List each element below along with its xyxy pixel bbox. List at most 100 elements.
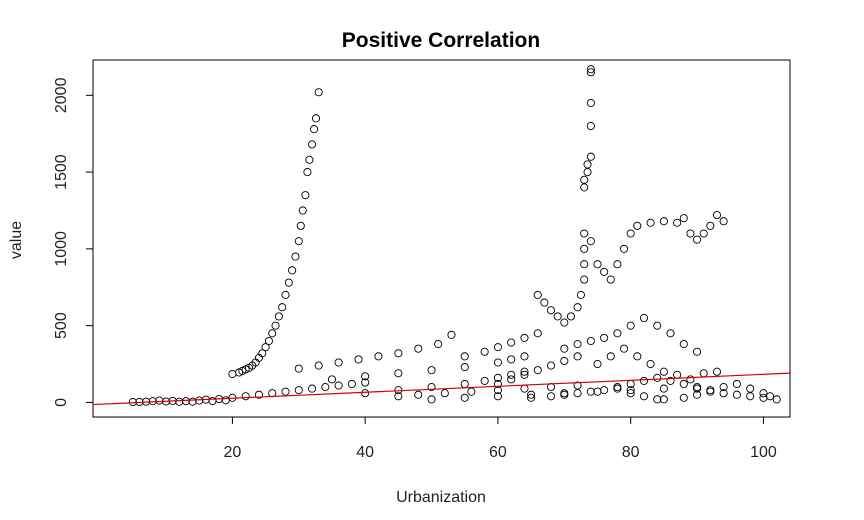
data-point [586, 65, 595, 74]
data-point [666, 376, 675, 385]
y-tick-label: 1500 [53, 154, 70, 190]
data-point [560, 390, 569, 399]
data-point [493, 343, 502, 352]
data-point [560, 389, 569, 398]
data-point [573, 352, 582, 361]
y-tick-label: 2000 [53, 77, 70, 113]
data-point [659, 367, 668, 376]
data-point [268, 329, 277, 338]
data-point [586, 121, 595, 131]
data-point [268, 389, 277, 398]
data-point [606, 275, 615, 284]
data-point [493, 379, 502, 389]
data-point [732, 379, 741, 389]
x-tick-label: 60 [489, 444, 507, 461]
data-point [434, 340, 443, 349]
y-tick-label: 0 [53, 398, 70, 407]
data-point [706, 221, 715, 230]
data-point [155, 396, 164, 405]
data-point [480, 347, 489, 356]
data-point [520, 367, 529, 376]
data-point [493, 358, 502, 367]
data-point [573, 389, 582, 398]
data-point [693, 235, 702, 244]
data-point [298, 206, 307, 215]
data-point [679, 340, 688, 349]
data-point [693, 384, 702, 393]
data-point [507, 375, 516, 384]
data-point [633, 352, 642, 361]
data-point [334, 358, 343, 367]
data-point [296, 221, 305, 230]
data-point [460, 393, 469, 402]
data-point [361, 378, 370, 387]
data-point [732, 390, 741, 399]
data-point [427, 395, 436, 404]
data-point [327, 375, 337, 384]
data-point [719, 217, 728, 226]
data-point [175, 397, 184, 406]
data-point [639, 313, 649, 323]
data-point [264, 336, 273, 346]
data-point [440, 389, 449, 398]
data-point [527, 393, 536, 402]
x-axis: 20 40 60 80 100 [224, 417, 777, 461]
data-point [281, 387, 290, 396]
data-point [613, 329, 622, 338]
data-point [639, 392, 649, 401]
data-point [188, 397, 197, 406]
data-point [699, 369, 708, 378]
data-point [546, 361, 556, 370]
data-point [586, 387, 595, 396]
data-point [679, 393, 688, 402]
data-point [520, 384, 529, 393]
data-point [719, 383, 728, 392]
data-point [258, 349, 267, 358]
chart-title: Positive Correlation [342, 29, 540, 52]
data-point [759, 389, 768, 398]
data-point [414, 390, 423, 399]
data-point [600, 386, 609, 395]
data-point [686, 229, 695, 238]
data-point [527, 390, 536, 399]
data-point [659, 217, 668, 226]
plot-frame [92, 59, 791, 418]
data-point [314, 361, 323, 370]
data-point [361, 389, 370, 398]
data-point [679, 379, 688, 389]
x-tick-label: 40 [356, 444, 374, 461]
data-point [278, 303, 287, 312]
data-point [181, 397, 190, 406]
data-point [221, 396, 230, 405]
data-point [560, 344, 569, 353]
data-point [653, 321, 662, 330]
data-point [480, 376, 489, 385]
data-point [394, 392, 403, 401]
data-point [706, 386, 715, 395]
data-point [294, 386, 303, 395]
data-point [291, 252, 300, 261]
data-point [613, 383, 622, 392]
data-point [271, 321, 280, 330]
data-point [308, 384, 317, 393]
data-point [241, 392, 250, 401]
data-point [394, 369, 403, 378]
data-point [374, 352, 383, 361]
data-point [593, 359, 602, 369]
data-point [520, 370, 529, 379]
data-point [540, 298, 549, 307]
data-point [507, 370, 516, 379]
data-point [447, 330, 456, 339]
data-point [646, 359, 655, 369]
data-points [128, 65, 781, 407]
data-point [679, 214, 688, 223]
data-point [580, 175, 589, 184]
data-point [460, 363, 469, 372]
data-point [274, 312, 283, 321]
data-point [693, 383, 702, 392]
data-point [659, 384, 668, 393]
data-point [460, 379, 469, 389]
data-point [576, 290, 585, 299]
data-point [533, 366, 542, 375]
